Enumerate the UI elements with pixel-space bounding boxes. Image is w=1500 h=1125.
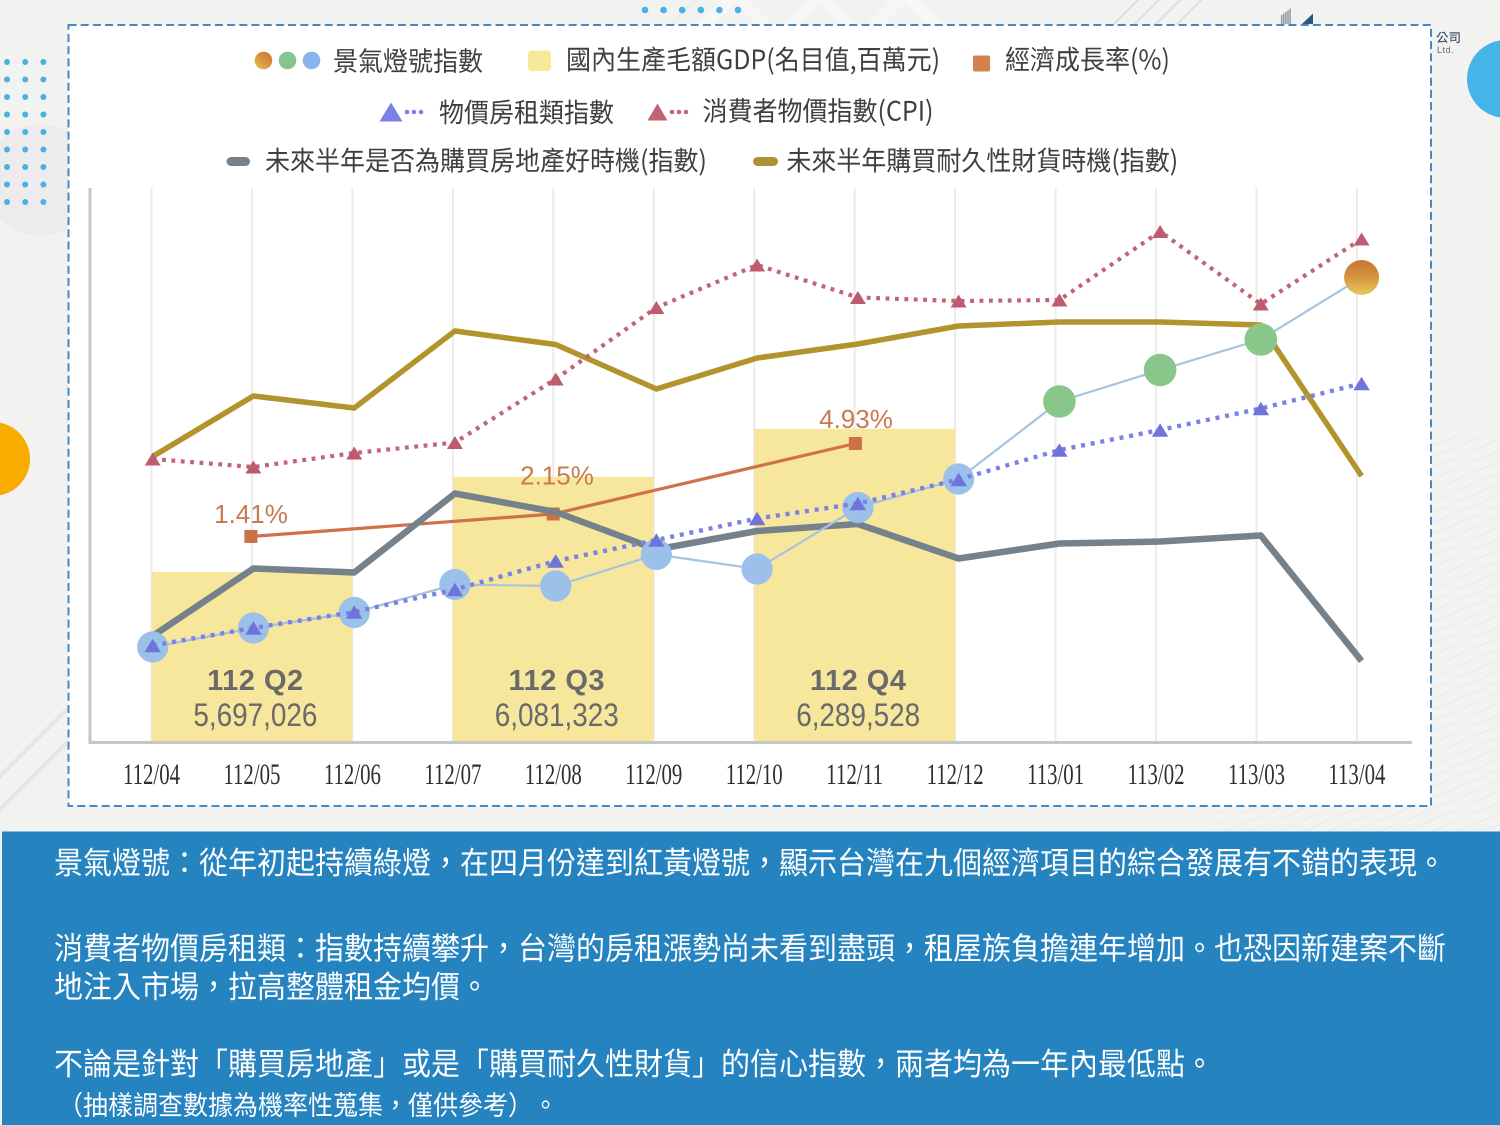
- svg-text:112/05: 112/05: [223, 758, 280, 791]
- svg-text:112/10: 112/10: [726, 758, 783, 791]
- svg-text:Ltd.: Ltd.: [1437, 45, 1454, 55]
- svg-text:112 Q3: 112 Q3: [509, 665, 606, 697]
- svg-text:5,697,026: 5,697,026: [193, 697, 317, 733]
- svg-text:113/04: 113/04: [1328, 758, 1385, 791]
- svg-text:113/03: 113/03: [1228, 758, 1285, 791]
- svg-text:6,081,323: 6,081,323: [495, 697, 619, 733]
- svg-text:112/04: 112/04: [123, 758, 180, 791]
- svg-text:112 Q4: 112 Q4: [810, 665, 907, 697]
- svg-text:113/01: 113/01: [1027, 758, 1084, 791]
- svg-text:1.41%: 1.41%: [214, 499, 288, 529]
- svg-text:113/02: 113/02: [1128, 758, 1185, 791]
- svg-text:112/09: 112/09: [625, 758, 682, 791]
- svg-text:6,289,528: 6,289,528: [796, 697, 920, 733]
- svg-text:112/11: 112/11: [826, 758, 883, 791]
- svg-text:112/12: 112/12: [927, 758, 984, 791]
- svg-text:4.93%: 4.93%: [819, 404, 893, 434]
- svg-text:112 Q2: 112 Q2: [207, 665, 304, 697]
- svg-text:112/08: 112/08: [525, 758, 582, 791]
- svg-text:2.15%: 2.15%: [520, 461, 594, 491]
- svg-text:112/06: 112/06: [324, 758, 381, 791]
- svg-text:112/07: 112/07: [424, 758, 481, 791]
